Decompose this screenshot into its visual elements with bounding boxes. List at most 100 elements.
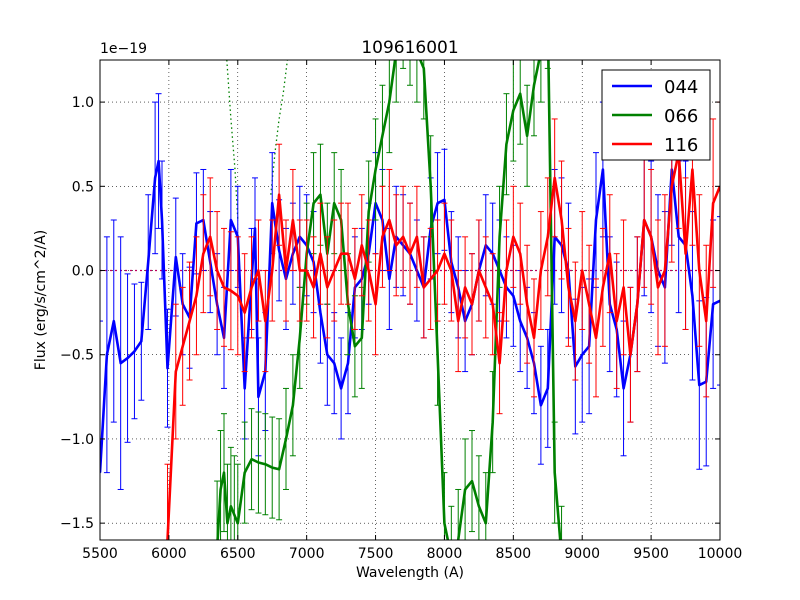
data-point (250, 458, 253, 460)
error-bar (455, 488, 462, 540)
error-bar (407, 60, 413, 86)
data-point (106, 353, 108, 356)
data-point (374, 168, 377, 171)
plot-frame (99, 59, 721, 541)
data-point (381, 236, 384, 238)
series-066 (214, 51, 565, 540)
error-bar (164, 463, 171, 540)
data-point (429, 185, 432, 188)
data-point (608, 252, 611, 255)
reference-curve (226, 60, 239, 221)
data-point (436, 353, 439, 356)
data-point (157, 160, 160, 162)
plot-area (100, 51, 720, 540)
data-point (360, 244, 363, 247)
legend-label: 116 (664, 135, 698, 156)
data-point (498, 362, 501, 364)
error-bar (537, 60, 544, 103)
x-tick-label: 6500 (220, 546, 256, 562)
data-point (140, 340, 143, 343)
y-tick-label: −0.5 (60, 348, 94, 364)
data-point (181, 345, 184, 348)
y-tick-label: 0.5 (72, 179, 94, 195)
data-point (278, 249, 280, 252)
data-point (319, 193, 322, 196)
data-point (195, 222, 198, 225)
data-point (402, 236, 404, 238)
data-point (202, 252, 205, 255)
data-point (478, 269, 480, 272)
data-point (292, 404, 294, 407)
data-point (533, 84, 535, 87)
y-multiplier-label: 1e−19 (100, 41, 147, 57)
data-point (484, 286, 487, 289)
data-point (533, 337, 535, 339)
data-point (326, 286, 329, 289)
data-point (230, 289, 232, 292)
x-tick-label: 7000 (289, 546, 325, 562)
chart-title: 109616001 (361, 38, 458, 58)
data-point (333, 202, 336, 204)
data-point (257, 269, 260, 272)
data-point (312, 202, 315, 204)
data-point (553, 177, 556, 179)
data-point (354, 278, 356, 280)
error-bar (717, 216, 720, 386)
error-bar (413, 60, 420, 103)
data-point (464, 286, 466, 289)
data-point (484, 522, 487, 524)
data-point (347, 252, 349, 255)
data-point (271, 202, 274, 204)
data-point (464, 488, 466, 491)
data-point (230, 219, 232, 221)
data-point (540, 269, 542, 272)
data-point (226, 522, 229, 524)
data-point (581, 353, 584, 356)
data-point (174, 370, 177, 373)
data-point (491, 303, 494, 306)
data-point (519, 92, 522, 95)
data-point (250, 286, 253, 289)
data-point (512, 109, 515, 112)
legend-item-116: 116 (612, 135, 698, 156)
data-point (374, 303, 377, 306)
data-point (257, 396, 260, 398)
data-point (622, 286, 625, 289)
y-tick-label: −1.0 (60, 432, 94, 448)
data-point (526, 134, 528, 137)
data-point (388, 101, 391, 103)
error-bar (448, 505, 455, 540)
data-point (285, 269, 287, 272)
data-point (629, 353, 632, 356)
data-point (216, 269, 218, 272)
x-tick-label: 9500 (633, 546, 669, 562)
data-point (298, 337, 301, 339)
data-point (471, 480, 473, 482)
y-axis-label: Flux (erg/s/cm^2/A) (33, 230, 49, 370)
data-point (292, 219, 294, 221)
data-point (112, 320, 115, 322)
data-point (519, 252, 522, 255)
legend-item-044: 044 (612, 77, 698, 98)
data-point (498, 236, 501, 238)
data-point (622, 387, 625, 390)
data-point (257, 461, 260, 464)
data-point (457, 320, 460, 322)
data-point (657, 286, 659, 289)
y-tick-label: 1.0 (72, 95, 94, 111)
error-bar (400, 60, 407, 69)
data-point (161, 219, 163, 221)
data-point (553, 471, 556, 474)
data-point (388, 219, 391, 221)
data-point (540, 51, 542, 53)
data-point (712, 202, 714, 204)
data-point (333, 362, 336, 364)
data-point (298, 269, 301, 272)
data-point (188, 320, 191, 322)
data-point (409, 252, 411, 255)
data-point (230, 505, 232, 508)
data-point (319, 311, 322, 314)
data-point (243, 387, 246, 390)
x-tick-label: 10000 (698, 546, 743, 562)
x-tick-label: 8000 (427, 546, 463, 562)
